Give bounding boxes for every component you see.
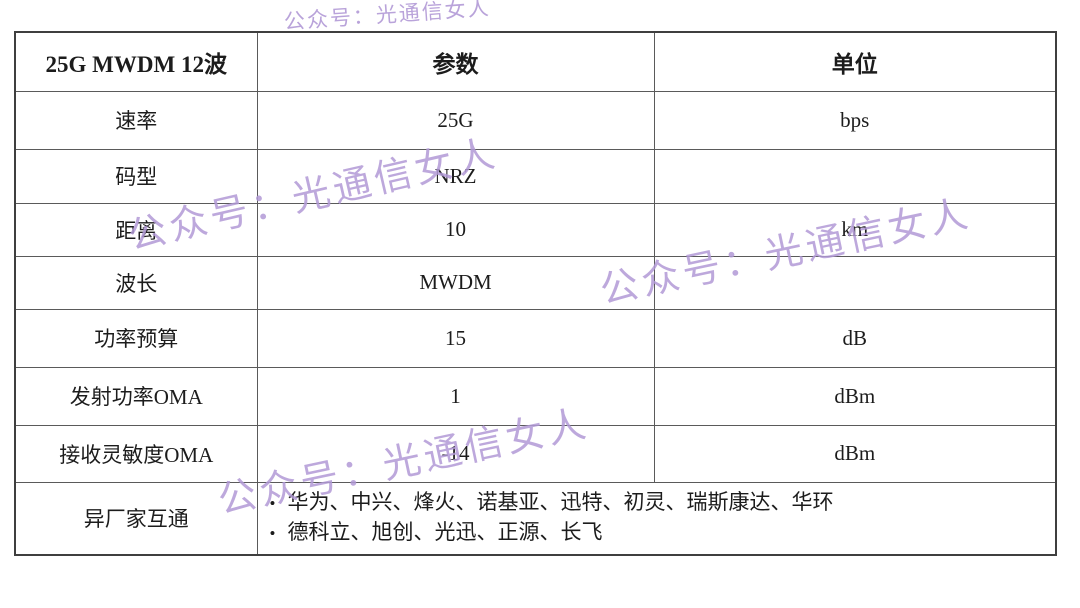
row-label-cell: 距离 — [14, 202, 258, 257]
row-unit-cell: dBm — [653, 366, 1057, 426]
row-unit-cell: dBm — [653, 424, 1057, 483]
table-row: 距离 10 km — [14, 202, 1057, 257]
vendor-list-text: 华为、中兴、烽火、诺基亚、迅特、初灵、瑞斯康达、华环 — [287, 490, 834, 515]
row-unit-cell: bps — [653, 90, 1057, 150]
vendor-list-text: 德科立、旭创、光迅、正源、长飞 — [287, 520, 603, 545]
header-parameter-cell: 参数 — [256, 31, 655, 92]
row-unit-cell — [653, 148, 1057, 204]
row-unit-cell: dB — [653, 308, 1057, 368]
table-header-row: 25G MWDM 12波 参数 单位 — [14, 31, 1057, 92]
table-row: 码型 NRZ — [14, 148, 1057, 204]
row-value-cell: -14 — [256, 424, 655, 483]
row-label-cell: 接收灵敏度OMA — [14, 424, 258, 483]
vendor-list-item: • 华为、中兴、烽火、诺基亚、迅特、初灵、瑞斯康达、华环 — [258, 488, 1055, 518]
row-label-cell: 码型 — [14, 148, 258, 204]
table-row: 速率 25G bps — [14, 90, 1057, 150]
table-row: 接收灵敏度OMA -14 dBm — [14, 424, 1057, 483]
row-value-cell: 15 — [256, 308, 655, 368]
row-label-cell: 发射功率OMA — [14, 366, 258, 426]
table-row: 功率预算 15 dB — [14, 308, 1057, 368]
row-unit-cell: km — [653, 202, 1057, 257]
row-value-cell: 10 — [256, 202, 655, 257]
header-unit-cell: 单位 — [653, 31, 1057, 92]
row-label-cell: 功率预算 — [14, 308, 258, 368]
row-value-cell: MWDM — [256, 255, 655, 310]
table-row: 波长 MWDM — [14, 255, 1057, 310]
row-label-cell: 异厂家互通 — [14, 481, 258, 556]
row-label-cell: 速率 — [14, 90, 258, 150]
bullet-icon: • — [269, 524, 276, 544]
row-value-cell: 25G — [256, 90, 655, 150]
interop-vendors-cell: • 华为、中兴、烽火、诺基亚、迅特、初灵、瑞斯康达、华环 • 德科立、旭创、光迅… — [256, 481, 1057, 556]
vendor-list-item: • 德科立、旭创、光迅、正源、长飞 — [258, 518, 1055, 548]
spec-table: 25G MWDM 12波 参数 单位 速率 25G bps 码型 NRZ 距离 … — [14, 31, 1057, 556]
table-row-interop: 异厂家互通 • 华为、中兴、烽火、诺基亚、迅特、初灵、瑞斯康达、华环 • 德科立… — [14, 481, 1057, 556]
bullet-icon: • — [269, 494, 276, 514]
row-value-cell: NRZ — [256, 148, 655, 204]
row-label-cell: 波长 — [14, 255, 258, 310]
header-product-cell: 25G MWDM 12波 — [14, 31, 258, 92]
table-row: 发射功率OMA 1 dBm — [14, 366, 1057, 426]
row-value-cell: 1 — [256, 366, 655, 426]
row-unit-cell — [653, 255, 1057, 310]
